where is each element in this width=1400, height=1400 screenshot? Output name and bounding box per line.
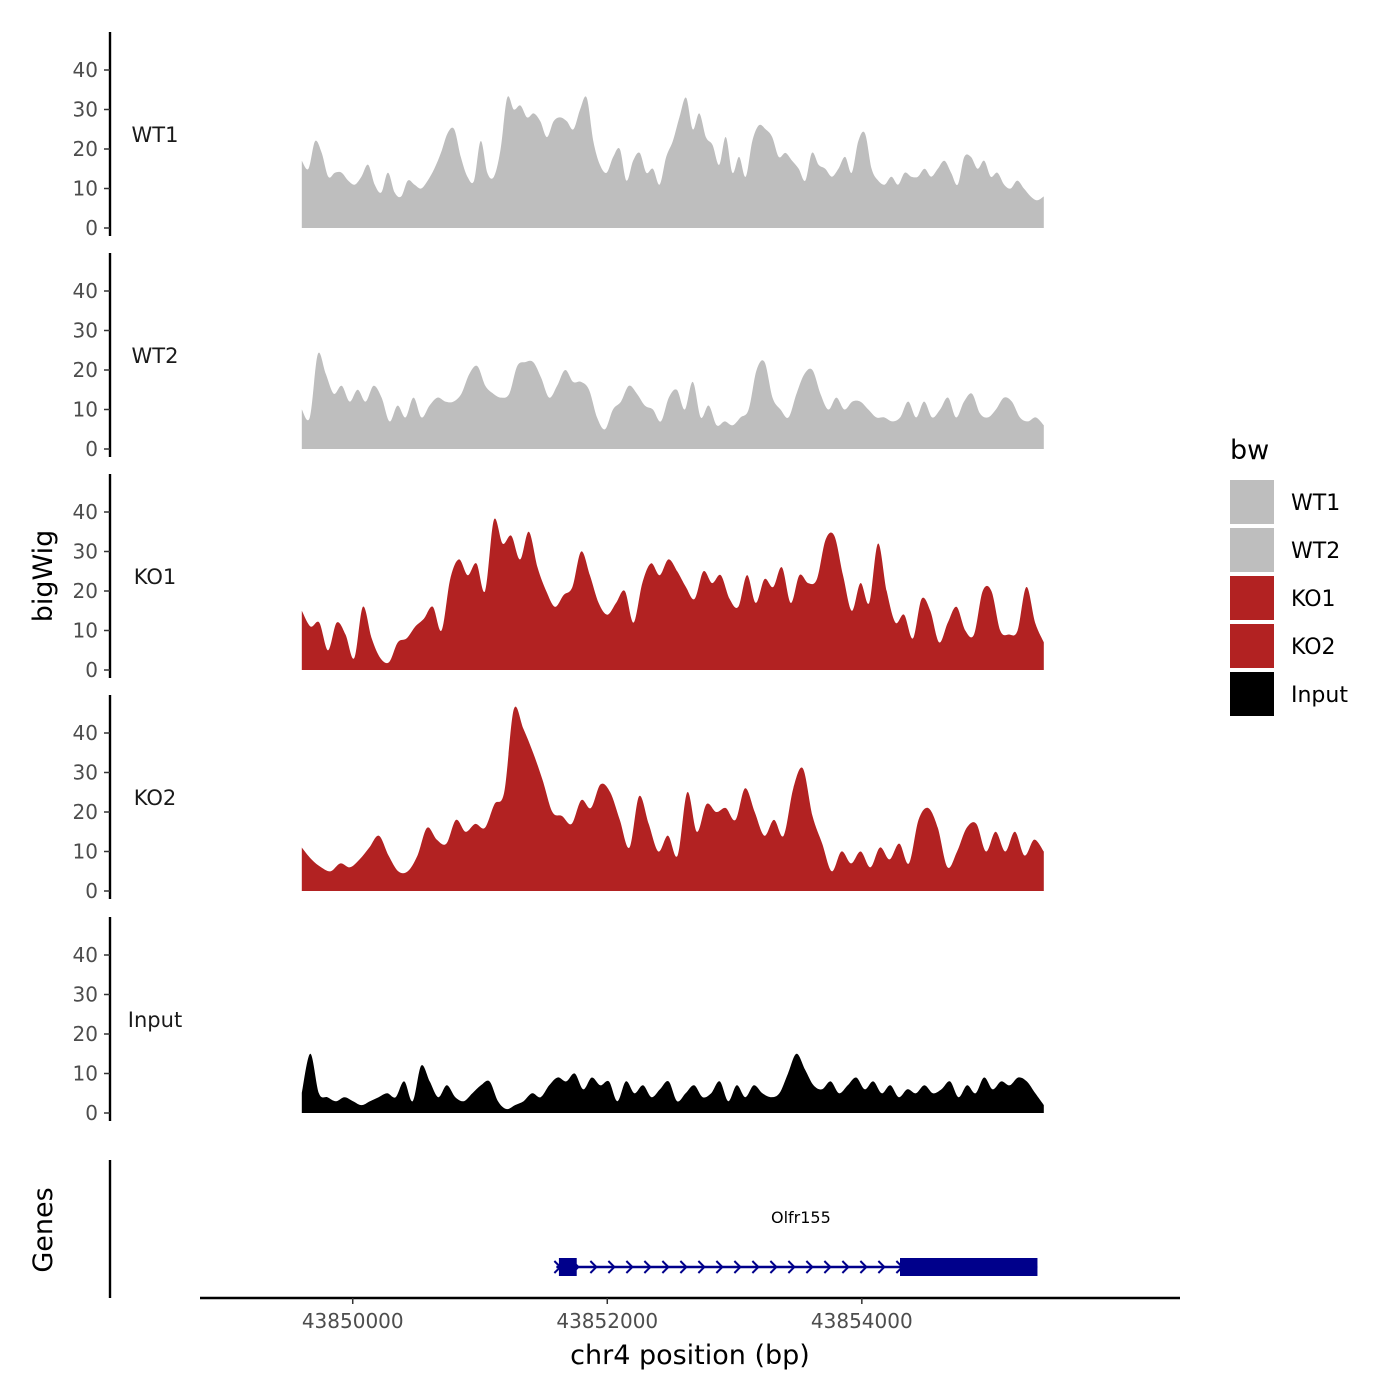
track-ko2: 0 10 20 30 40 KO2	[73, 695, 1044, 903]
track-label: KO1	[134, 565, 177, 589]
x-axis-title: chr4 position (bp)	[570, 1340, 810, 1371]
strand-arrow	[751, 1260, 760, 1274]
track-label: Input	[128, 1008, 182, 1032]
y-tick-label: 10	[73, 177, 98, 201]
signal-area-wt1	[301, 96, 1044, 228]
gene-exon	[558, 1258, 577, 1276]
strand-arrow	[679, 1260, 688, 1274]
y-tick-label: 20	[73, 1022, 98, 1046]
strand-arrow	[805, 1260, 814, 1274]
y-tick-label: 0	[85, 437, 98, 461]
strand-arrow	[715, 1260, 724, 1274]
strand-arrow	[877, 1260, 886, 1274]
x-tick-label: 43854000	[811, 1309, 913, 1333]
track-wt1: 0 10 20 30 40 WT1	[73, 32, 1044, 240]
track-label: WT2	[132, 344, 179, 368]
legend-title: bw	[1230, 435, 1269, 466]
track-input: 0 10 20 30 40 Input	[73, 917, 1044, 1125]
track-label: WT1	[132, 123, 179, 147]
strand-arrow	[733, 1260, 742, 1274]
y-tick-label: 40	[73, 943, 98, 967]
strand-arrow	[787, 1260, 796, 1274]
legend-label: WT2	[1291, 539, 1340, 564]
strand-arrow	[625, 1260, 634, 1274]
y-tick-label: 0	[85, 879, 98, 903]
y-tick-label: 10	[73, 398, 98, 422]
legend-label: KO1	[1291, 587, 1336, 612]
legend-swatch	[1230, 624, 1274, 668]
strand-arrow	[859, 1260, 868, 1274]
y-tick-label: 20	[73, 358, 98, 382]
y-tick-label: 10	[73, 1062, 98, 1086]
y-tick-label: 40	[73, 500, 98, 524]
y-tick-label: 0	[85, 1101, 98, 1125]
signal-tracks: 0 10 20 30 40 WT1 0 10 20 30 40 WT2 0 10 20 30 40 KO1 0 10 2…	[73, 32, 1044, 1125]
y-tick-label: 10	[73, 619, 98, 643]
y-tick-label: 0	[85, 216, 98, 240]
strand-arrow	[661, 1260, 670, 1274]
strand-arrow	[841, 1260, 850, 1274]
x-axis: 43850000 43852000 43854000	[200, 1296, 1180, 1333]
y-tick-label: 40	[73, 58, 98, 82]
y-tick-label: 30	[73, 98, 98, 122]
strand-arrow	[643, 1260, 652, 1274]
legend-label: Input	[1291, 683, 1348, 708]
gene-name-label: Olfr155	[771, 1208, 831, 1227]
signal-area-ko1	[301, 518, 1044, 670]
gene-track: Olfr155	[108, 1160, 1038, 1298]
legend-swatch	[1230, 528, 1274, 572]
legend-label: KO2	[1291, 635, 1336, 660]
y-tick-label: 30	[73, 983, 98, 1007]
legend: bw WT1 WT2 KO1 KO2 Input	[1230, 435, 1348, 716]
gene-olfr155: Olfr155	[553, 1208, 1038, 1276]
signal-area-ko2	[301, 706, 1044, 891]
track-ko1: 0 10 20 30 40 KO1	[73, 474, 1044, 682]
legend-item-wt1: WT1	[1230, 480, 1340, 524]
legend-item-ko1: KO1	[1230, 576, 1336, 620]
legend-swatch	[1230, 576, 1274, 620]
track-label: KO2	[134, 786, 177, 810]
legend-label: WT1	[1291, 491, 1340, 516]
legend-item-input: Input	[1230, 672, 1348, 716]
legend-item-ko2: KO2	[1230, 624, 1336, 668]
strand-arrow	[823, 1260, 832, 1274]
y-tick-label: 30	[73, 761, 98, 785]
y-tick-label: 40	[73, 279, 98, 303]
legend-item-wt2: WT2	[1230, 528, 1340, 572]
x-tick-label: 43850000	[302, 1309, 404, 1333]
y-tick-label: 30	[73, 319, 98, 343]
y-tick-label: 30	[73, 540, 98, 564]
strand-arrow	[697, 1260, 706, 1274]
gene-exon	[900, 1258, 1038, 1276]
signal-area-wt2	[301, 352, 1044, 449]
genes-track-title: Genes	[28, 1187, 59, 1272]
y-tick-label: 20	[73, 137, 98, 161]
strand-arrow	[589, 1260, 598, 1274]
y-tick-label: 20	[73, 800, 98, 824]
legend-swatch	[1230, 672, 1274, 716]
legend-swatch	[1230, 480, 1274, 524]
y-tick-label: 10	[73, 840, 98, 864]
strand-arrow	[769, 1260, 778, 1274]
y-tick-label: 20	[73, 579, 98, 603]
y-axis-title: bigWig	[28, 530, 59, 623]
x-tick-label: 43852000	[556, 1309, 658, 1333]
signal-area-input	[301, 1053, 1044, 1113]
track-wt2: 0 10 20 30 40 WT2	[73, 253, 1044, 461]
y-tick-label: 40	[73, 721, 98, 745]
strand-arrow	[607, 1260, 616, 1274]
y-tick-label: 0	[85, 658, 98, 682]
